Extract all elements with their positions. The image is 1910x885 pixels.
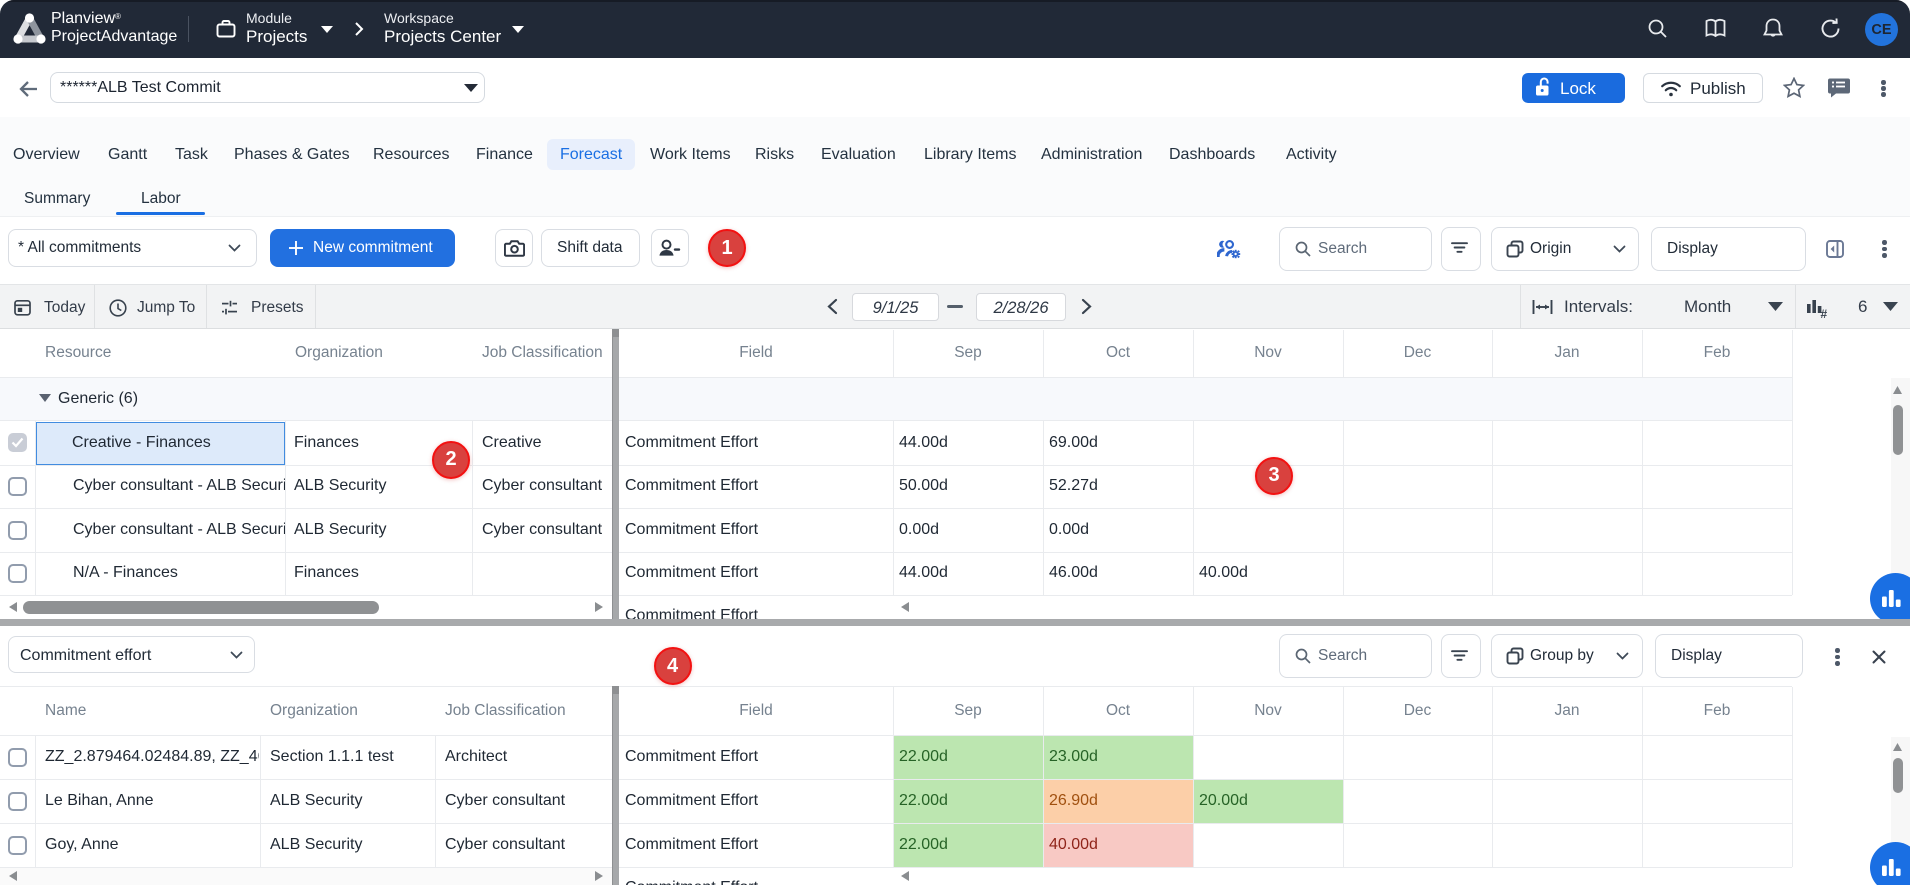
svg-text:#: # [1821,307,1828,318]
